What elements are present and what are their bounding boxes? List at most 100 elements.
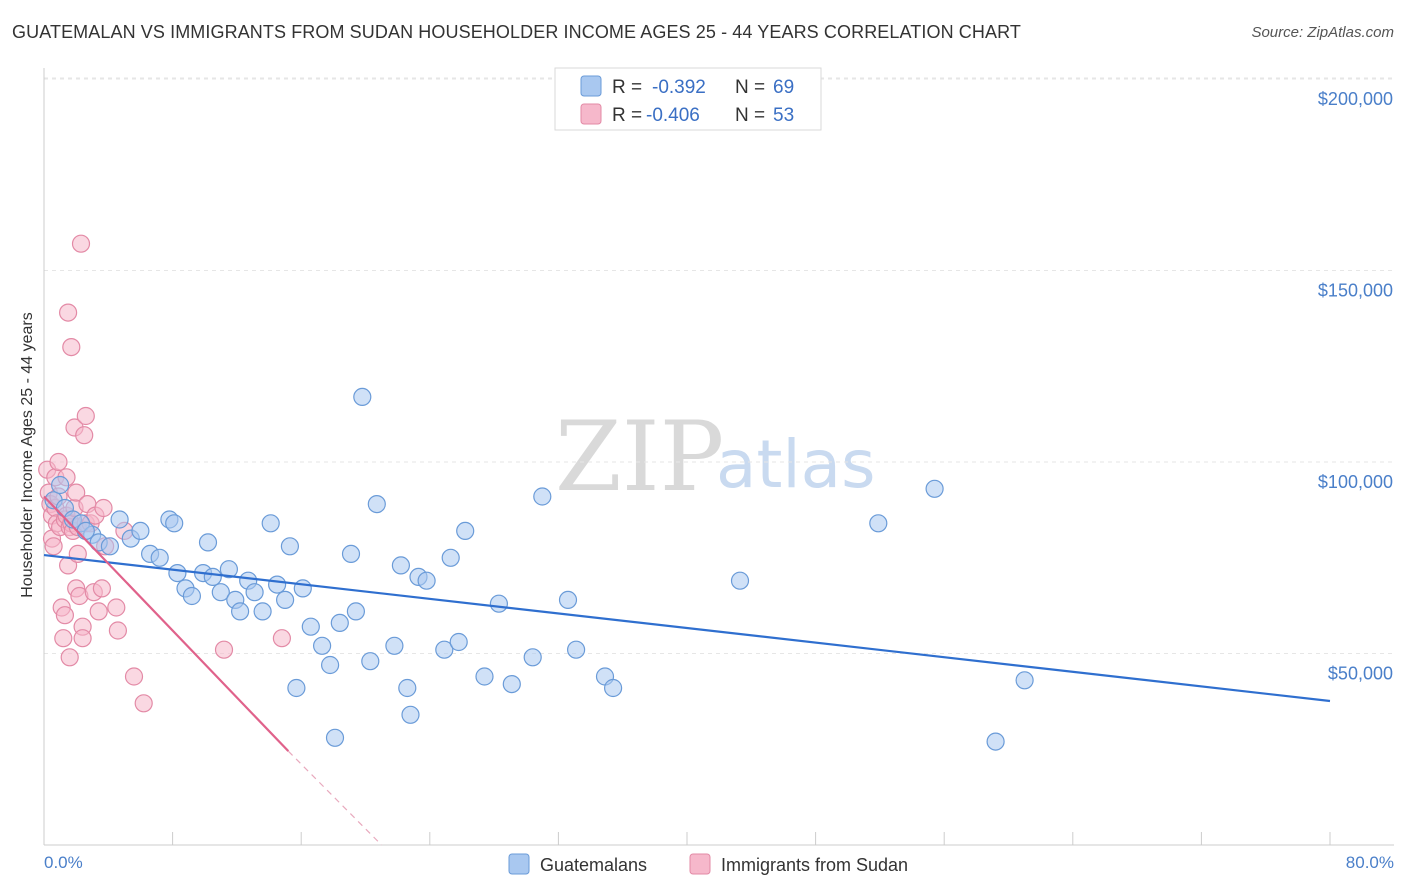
point-guatemalans-26 [261,514,280,533]
y-axis-label: Householder Income Ages 25 - 44 years [19,312,36,598]
point-sudan-51 [214,640,234,659]
point-sudan-47 [108,621,128,640]
point-guatemalans-36 [330,613,349,633]
point-guatemalans-57 [558,590,578,610]
point-sudan-36 [76,406,95,426]
point-guatemalans-43 [391,556,410,575]
point-guatemalans-29 [280,537,299,556]
point-guatemalans-38 [346,602,365,621]
correlation-legend: R = -0.392 N = 69 R = -0.406 N = 53 [554,67,822,131]
point-guatemalans-7 [110,510,129,529]
y-axis-tick-labels: $50,000 $100,000 $150,000 $200,000 [1318,89,1393,684]
bottom-legend-swatch-sudan [689,853,711,875]
point-guatemalans-48 [435,640,454,659]
bottom-legend-swatch-guatemalans [508,853,530,875]
axes [43,68,1394,846]
point-guatemalans-64 [986,732,1005,751]
point-sudan-13 [54,629,73,648]
point-sudan-21 [60,648,79,667]
point-guatemalans-47 [417,571,436,590]
point-guatemalans-56 [533,487,552,506]
point-guatemalans-9 [131,521,150,541]
y-tick-label-200000: $200,000 [1318,89,1393,109]
point-guatemalans-35 [325,728,345,747]
point-sudan-15 [55,606,75,625]
point-guatemalans-50 [449,632,468,652]
gridlines [44,77,1394,654]
trend-line-sudan-extension [287,750,383,846]
x-tick-label-min: 0.0% [44,853,83,872]
point-sudan-50 [134,694,153,713]
point-guatemalans-20 [219,560,238,579]
point-guatemalans-19 [211,583,230,602]
legend-swatch-blue [580,75,602,97]
point-sudan-46 [107,598,126,617]
point-sudan-5 [44,537,63,556]
point-guatemalans-58 [566,640,586,659]
point-guatemalans-32 [301,617,320,636]
point-guatemalans-30 [287,678,306,698]
chart-title: GUATEMALAN VS IMMIGRANTS FROM SUDAN HOUS… [12,22,1021,42]
y-tick-label-150000: $150,000 [1318,281,1393,301]
legend-r-value-2: -0.406 [646,105,700,126]
legend-n-value-1: 69 [773,77,794,98]
point-guatemalans-51 [456,521,475,541]
point-guatemalans-68 [165,514,184,533]
point-sudan-27 [67,483,86,502]
point-sudan-49 [124,667,144,686]
point-guatemalans-42 [385,636,404,655]
point-guatemalans-27 [268,575,287,594]
point-guatemalans-15 [182,586,201,606]
watermark-zip: ZIP [555,401,724,513]
trend-line-guatemalans [43,553,1331,703]
point-guatemalans-13 [168,563,187,583]
point-guatemalans-53 [489,594,508,613]
series-sudan-points [38,234,291,713]
point-guatemalans-66 [50,475,70,495]
point-guatemalans-61 [730,571,750,590]
point-sudan-52 [272,629,291,648]
point-guatemalans-52 [475,667,494,686]
point-sudan-9 [49,452,68,472]
x-tick-label-max: 80.0% [1346,853,1394,872]
point-guatemalans-65 [1015,671,1034,690]
point-guatemalans-54 [502,674,521,694]
point-sudan-19 [58,303,78,322]
point-guatemalans-60 [603,678,623,698]
legend-r-value-1: -0.392 [652,77,706,98]
legend-r-label-2: R = [612,105,642,126]
legend-n-label-2: N = [735,105,765,126]
point-guatemalans-31 [293,579,312,598]
point-guatemalans-6 [100,537,120,556]
point-sudan-44 [94,498,113,518]
trend-line-sudan [43,495,290,752]
point-guatemalans-24 [245,583,264,602]
point-guatemalans-22 [231,602,250,621]
point-guatemalans-63 [925,479,944,498]
trend-lines [43,495,1331,846]
series-guatemalans-points [44,387,1034,751]
point-guatemalans-67 [76,521,95,541]
point-guatemalans-18 [203,567,222,587]
point-guatemalans-11 [150,548,169,567]
point-sudan-32 [71,234,91,253]
point-guatemalans-17 [198,533,218,552]
y-tick-label-50000: $50,000 [1328,664,1393,684]
legend-n-value-2: 53 [773,105,794,126]
point-guatemalans-28 [276,590,295,610]
point-guatemalans-25 [253,602,272,621]
point-guatemalans-39 [353,387,372,406]
watermark: ZIP atlas [555,401,876,513]
point-guatemalans-34 [321,655,340,675]
point-guatemalans-62 [869,514,888,533]
point-sudan-42 [89,602,108,621]
point-guatemalans-49 [441,548,460,567]
point-guatemalans-44 [398,678,417,698]
point-sudan-34 [73,629,92,648]
bottom-legend-guatemalans: Guatemalans [540,855,647,875]
bottom-legend-sudan: Immigrants from Sudan [721,855,908,875]
point-guatemalans-45 [401,705,420,724]
source-label: Source: ZipAtlas.com [1251,24,1394,41]
y-tick-label-100000: $100,000 [1318,472,1393,492]
